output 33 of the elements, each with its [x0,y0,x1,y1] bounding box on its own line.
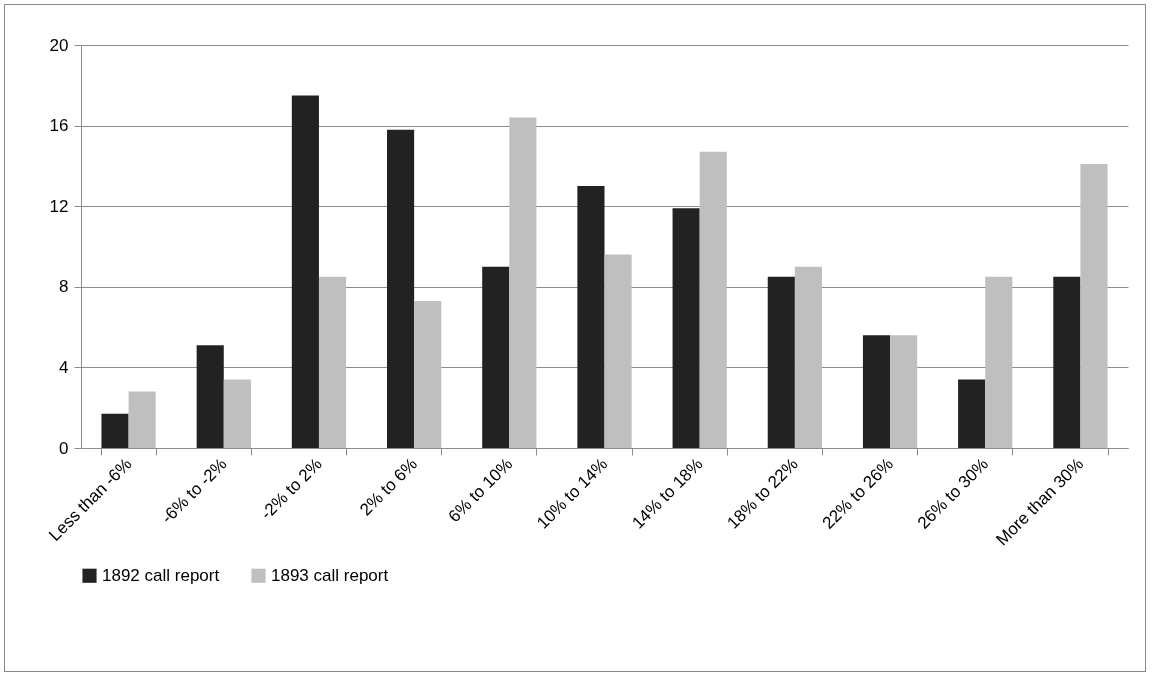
legend-label: 1893 call report [271,565,389,585]
x-tick-label: 2% to 6% [356,454,421,520]
x-tick-label: -2% to 2% [256,454,326,524]
y-tick-label: 0 [59,438,69,458]
bar [128,391,156,448]
bar [482,266,510,448]
bar [291,95,319,448]
bar [223,379,251,448]
bar [985,276,1013,448]
bar [794,266,822,448]
x-tick-label: -6% to -2% [157,454,231,528]
bar [318,276,347,448]
bar [890,335,918,448]
y-tick-label: 8 [59,277,69,297]
bar [672,208,700,448]
bar [862,335,891,448]
y-tick-label: 16 [49,116,69,136]
y-tick-label: 20 [49,35,69,55]
bar [1053,276,1081,448]
bar [1080,163,1108,448]
bar [509,117,537,448]
bar [387,129,415,448]
y-tick-label: 12 [49,196,69,216]
legend-label: 1892 call report [102,565,220,585]
y-tick-label: 4 [59,357,69,377]
bar [958,379,986,448]
bar [414,300,442,448]
bar [604,254,632,448]
bar [767,276,795,448]
bar [699,151,727,448]
bar [577,186,605,448]
bar [196,345,224,448]
bar [101,413,129,448]
